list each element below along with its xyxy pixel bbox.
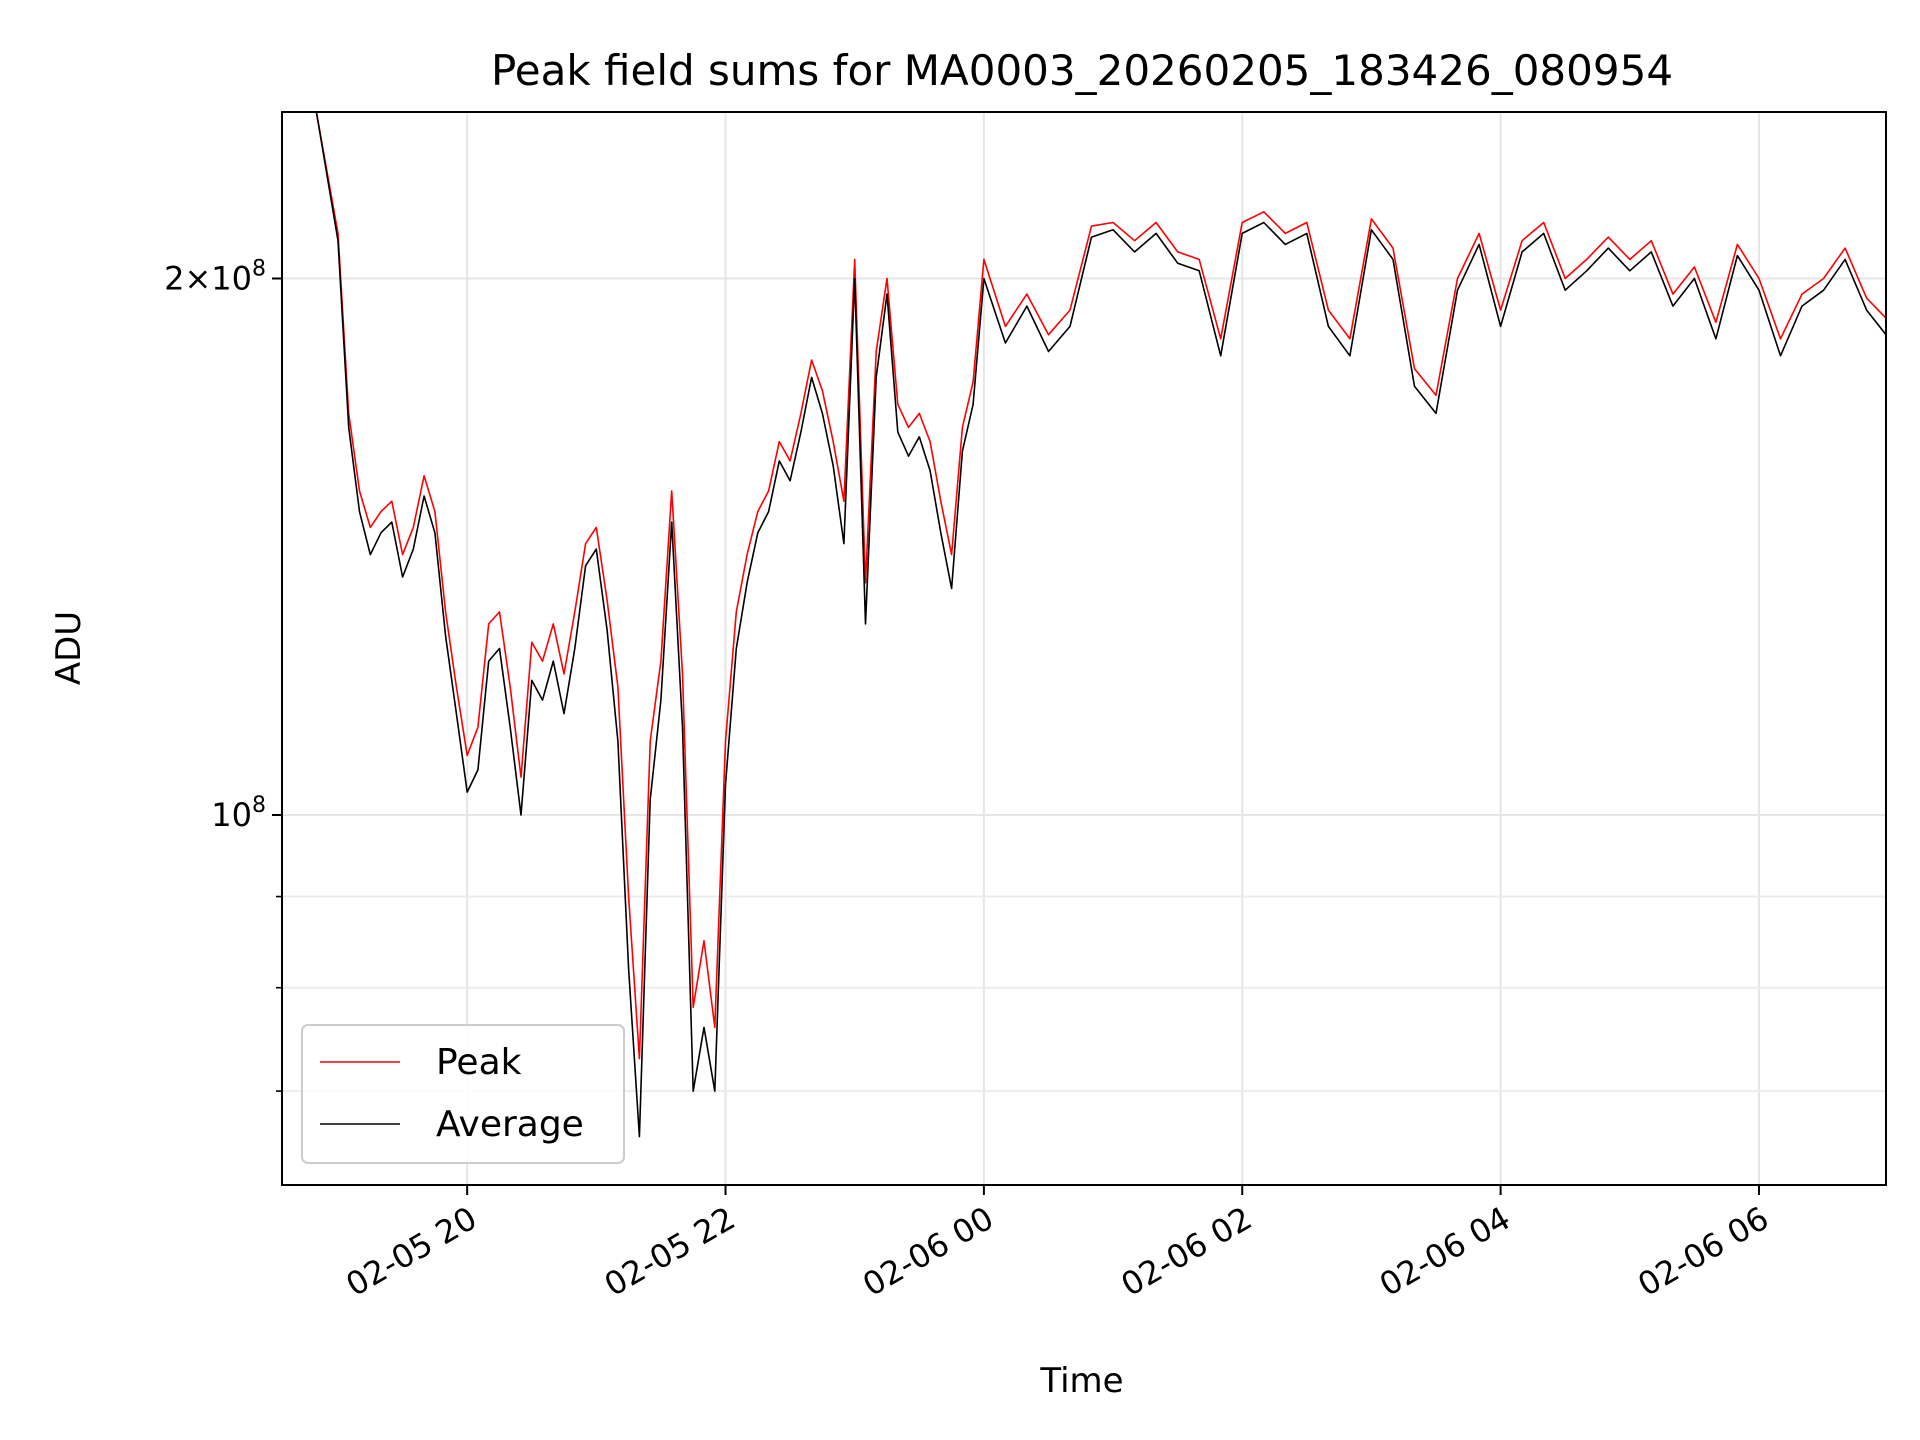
plot-frame <box>281 111 1887 1186</box>
legend-box <box>301 1024 625 1164</box>
legend-label-average: Average <box>436 1104 584 1145</box>
series-line-average <box>282 112 1886 1138</box>
legend-label-peak: Peak <box>436 1042 522 1083</box>
y-axis-label: ADU <box>49 611 89 685</box>
x-axis-label: Time <box>1039 1361 1123 1401</box>
chart-title: Peak field sums for MA0003_20260205_1834… <box>491 46 1673 95</box>
series-line-peak <box>282 112 1886 1060</box>
legend: Peak Average <box>301 1024 625 1164</box>
series-layer <box>282 112 1886 1138</box>
y-tick-label: 2×108 <box>164 256 266 297</box>
